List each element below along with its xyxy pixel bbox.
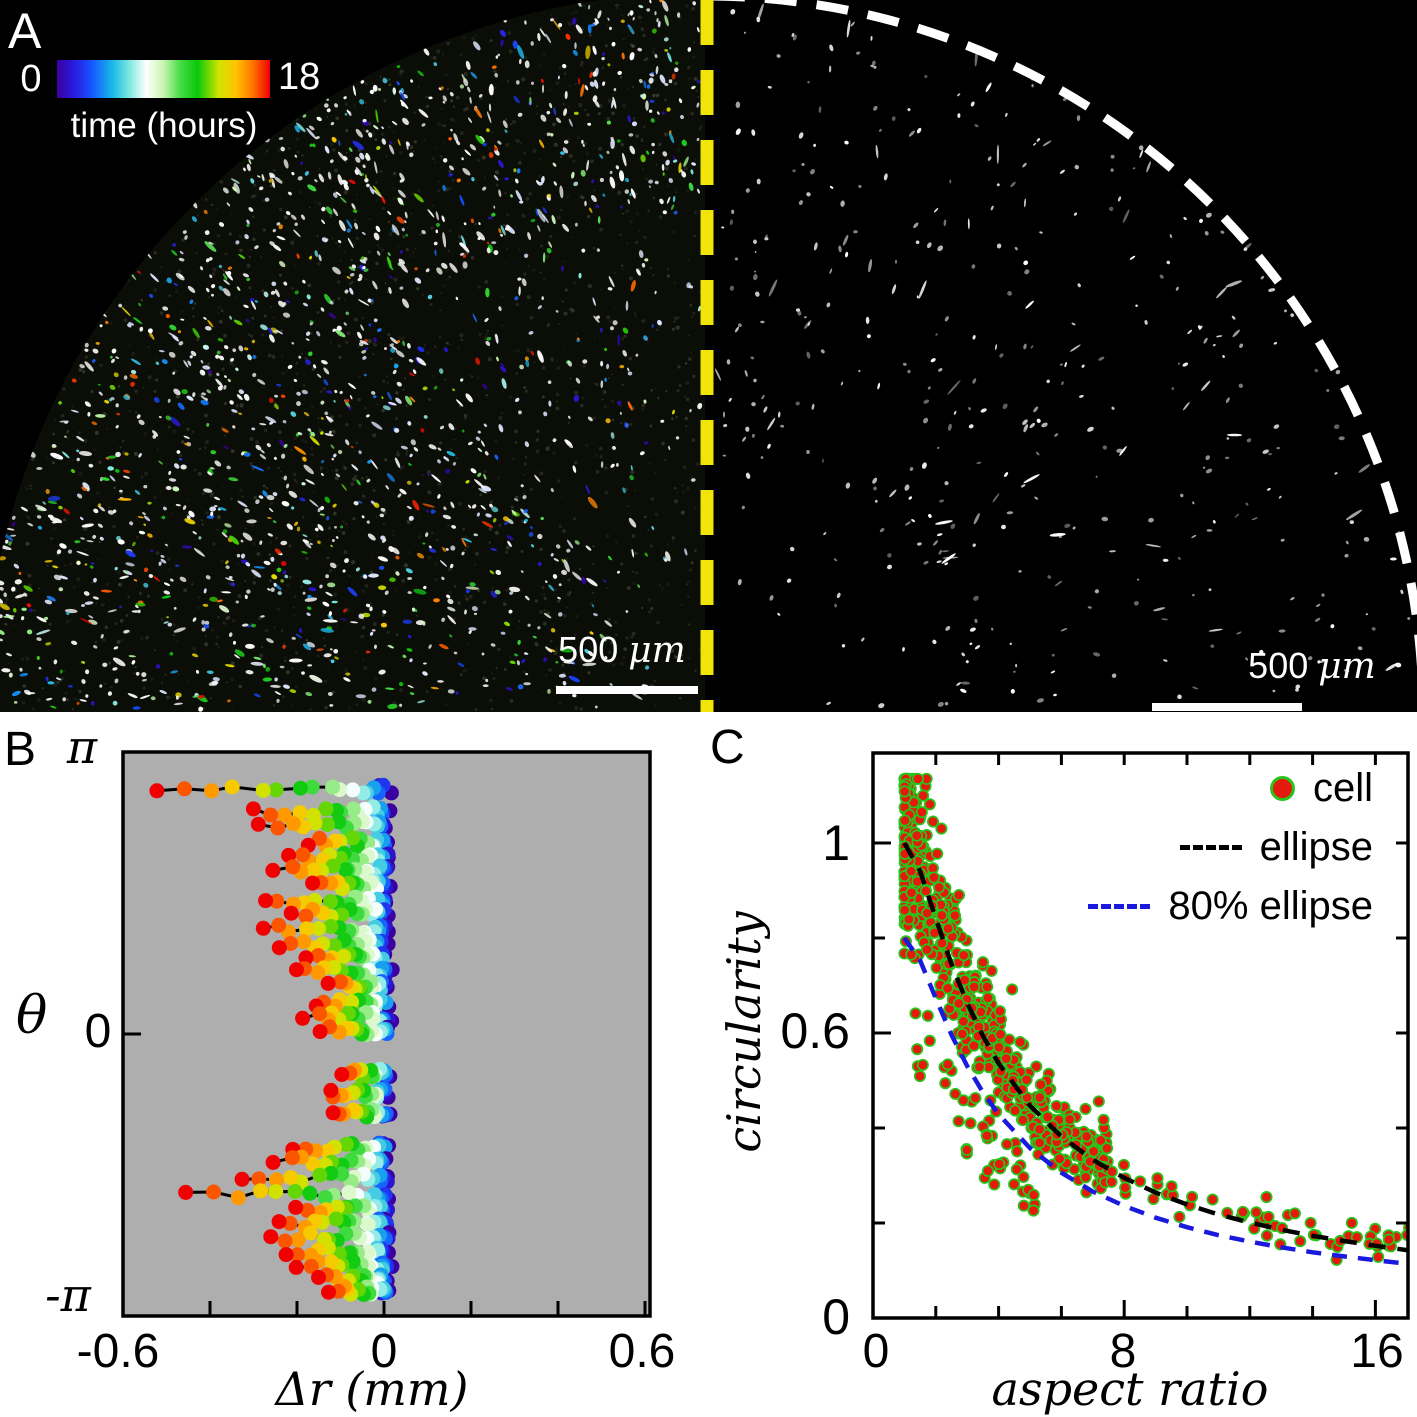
- panel-c-plot: [871, 751, 1410, 1320]
- b-xtick-0: 0: [370, 1325, 398, 1378]
- c-ytick-0: 0: [822, 1289, 850, 1345]
- track: [234, 1165, 395, 1190]
- legend-row-cell: cell: [1269, 766, 1373, 811]
- panel-b-label: B: [4, 723, 37, 776]
- colony-boundary-arc: [712, 0, 1417, 669]
- track: [285, 1135, 397, 1159]
- track: [312, 1019, 395, 1042]
- legend-label-80-ellipse: 80% ellipse: [1168, 884, 1373, 928]
- time-colorbar: [57, 60, 270, 98]
- legend-label-cell: cell: [1312, 766, 1373, 810]
- c-xtick-0: 0: [862, 1325, 890, 1378]
- scalebar-left-unit: μm: [628, 630, 686, 671]
- colorbar-min-label: 0: [20, 58, 42, 100]
- cell-marker-icon: [1269, 776, 1295, 801]
- left-half-trajectories: [0, 0, 705, 714]
- track: [149, 777, 399, 801]
- c-ytick-1: 1: [822, 815, 850, 871]
- c-xtick-16: 16: [1350, 1325, 1404, 1378]
- cell-scatter: [898, 772, 1407, 1266]
- track: [323, 1081, 396, 1106]
- c-xtick-8: 8: [1109, 1325, 1137, 1378]
- b-ytick-zero: 0: [84, 1005, 112, 1058]
- scalebar-left-text: 500 μm: [532, 632, 712, 669]
- scalebar-right-value: 500: [1248, 645, 1309, 686]
- track: [283, 901, 396, 925]
- panel-a-label: A: [8, 3, 42, 59]
- b-ylabel-theta: θ: [16, 986, 48, 1046]
- scalebar-right-unit: μm: [1318, 646, 1376, 687]
- ellipse-dash-icon: [1179, 845, 1242, 850]
- panel-a-image: [0, 0, 1417, 714]
- legend: cell ellipse 80% ellipse: [1088, 766, 1373, 929]
- b-xtick-06: 0.6: [608, 1325, 676, 1378]
- track: [334, 1061, 398, 1086]
- track: [321, 1279, 397, 1302]
- track: [305, 873, 398, 897]
- colorbar-title: time (hours): [70, 106, 258, 145]
- panel-c-label: C: [710, 721, 745, 774]
- b-ytick-pi: π: [66, 720, 98, 774]
- c-ytick-06: 0.6: [780, 1003, 850, 1059]
- legend-row-80-ellipse: 80% ellipse: [1088, 884, 1373, 929]
- track: [245, 799, 398, 824]
- track: [178, 1183, 396, 1207]
- ellipse80-dash-icon: [1088, 904, 1151, 909]
- scalebar-right-text: 500 μm: [1222, 648, 1402, 685]
- track: [295, 1005, 400, 1029]
- legend-label-ellipse: ellipse: [1259, 825, 1373, 869]
- track: [300, 830, 395, 854]
- panel-b-plot: [121, 750, 652, 1318]
- track: [263, 1225, 397, 1249]
- scalebar-left-value: 500: [558, 629, 619, 670]
- b-ytick-negpi: -π: [45, 1268, 91, 1322]
- track: [325, 1101, 398, 1125]
- track: [265, 858, 396, 882]
- legend-row-ellipse: ellipse: [1179, 825, 1373, 870]
- b-xlabel: Δr (mm): [275, 1362, 469, 1416]
- c-xlabel: aspect ratio: [991, 1362, 1269, 1416]
- colorbar-max-label: 18: [278, 56, 321, 98]
- ellipse80-curve: [902, 936, 1407, 1266]
- track: [255, 917, 396, 941]
- scalebar-right: [1152, 703, 1302, 711]
- scalebar-left: [556, 686, 698, 694]
- b-xtick-neg06: -0.6: [76, 1325, 160, 1378]
